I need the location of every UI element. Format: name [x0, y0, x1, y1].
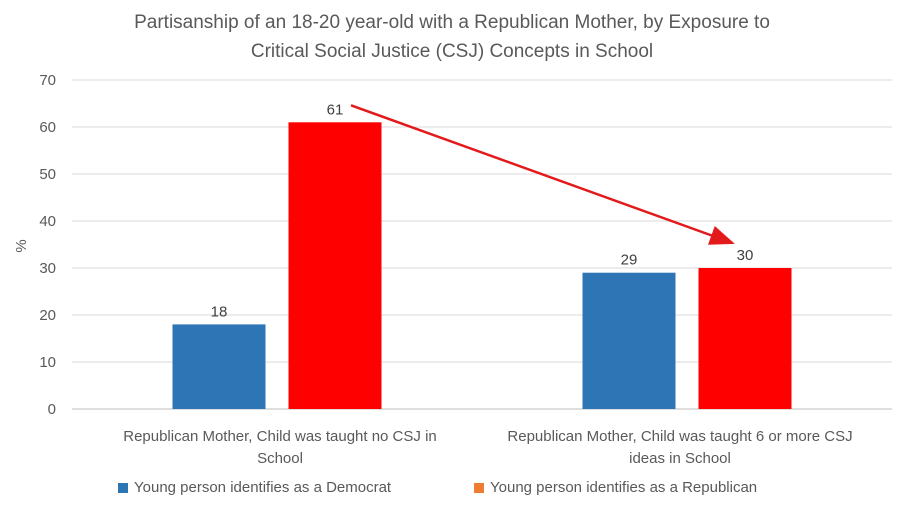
bar: [698, 268, 792, 409]
y-tick-label: 70: [39, 72, 56, 89]
legend-item-republican: Young person identifies as a Republican: [474, 479, 757, 496]
chart-title-line-1: Partisanship of an 18-20 year-old with a…: [134, 12, 770, 33]
bar: [288, 122, 382, 410]
category-label-2: Republican Mother, Child was taught 6 or…: [480, 426, 880, 470]
data-label: 29: [621, 252, 638, 269]
category-label-1-line-2: School: [257, 450, 303, 467]
chart-title-line-2: Critical Social Justice (CSJ) Concepts i…: [250, 41, 654, 62]
y-tick-label: 50: [39, 166, 56, 183]
legend-item-democrat: Young person identifies as a Democrat: [118, 479, 391, 496]
chart-title: Partisanship of an 18-20 year-old with a…: [0, 8, 904, 66]
y-tick-label: 20: [39, 307, 56, 324]
legend: Young person identifies as a Democrat Yo…: [0, 479, 904, 499]
y-tick-label: 10: [39, 354, 56, 371]
bar: [582, 272, 676, 409]
category-label-1: Republican Mother, Child was taught no C…: [80, 426, 480, 470]
legend-swatch-republican: [474, 482, 484, 493]
y-tick-label: 40: [39, 213, 56, 230]
data-label: 61: [327, 101, 344, 118]
legend-swatch-democrat: [118, 482, 128, 493]
data-label: 18: [211, 303, 228, 320]
legend-label-republican: Young person identifies as a Republican: [490, 479, 758, 496]
data-label: 30: [737, 247, 754, 264]
annotation-arrow: [350, 104, 735, 245]
y-axis-title: %: [13, 239, 30, 252]
category-label-2-line-2: ideas in School: [629, 450, 731, 467]
category-label-1-line-1: Republican Mother, Child was taught no C…: [123, 428, 437, 445]
legend-label-democrat: Young person identifies as a Democrat: [134, 479, 392, 496]
y-tick-label: 0: [48, 401, 56, 418]
y-tick-label: 30: [39, 260, 56, 277]
bar: [172, 324, 266, 409]
y-tick-label: 60: [39, 119, 56, 136]
category-label-2-line-1: Republican Mother, Child was taught 6 or…: [507, 428, 853, 445]
